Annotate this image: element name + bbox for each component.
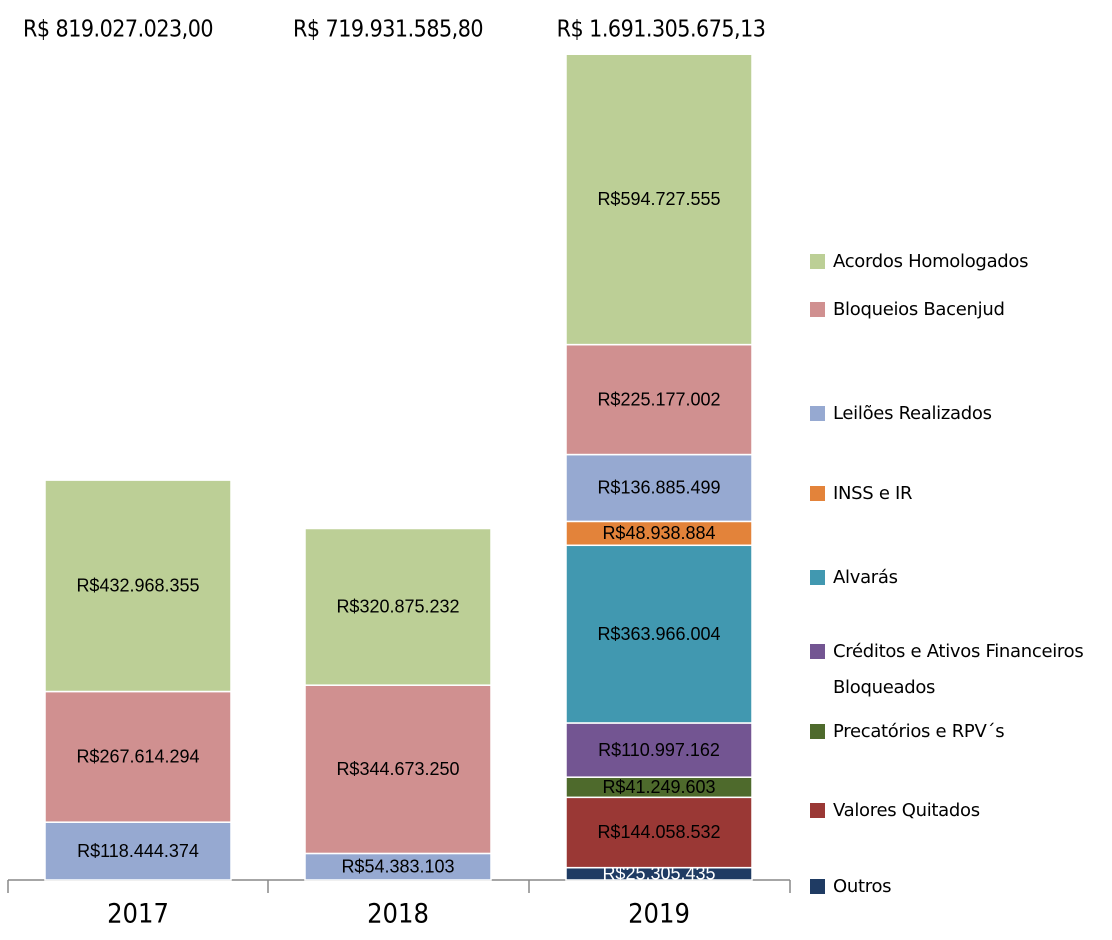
value-label: R$320.875.232 [336, 597, 459, 617]
legend-label: Créditos e Ativos Financeiros Bloqueados [833, 641, 1084, 698]
legend-swatch [810, 302, 825, 317]
value-label: R$344.673.250 [336, 759, 459, 779]
value-label: R$363.966.004 [597, 624, 720, 644]
value-label: R$110.997.162 [598, 740, 720, 760]
bar-segment [565, 796, 753, 869]
x-tick-label: 2018 [367, 899, 429, 930]
bar-segment [304, 527, 492, 686]
bar-segment [565, 544, 753, 724]
value-label: R$594.727.555 [597, 189, 720, 209]
total-label: R$ 1.691.305.675,13 [557, 17, 766, 43]
legend-label: Bloqueios Bacenjud [833, 299, 1005, 320]
legend-swatch [810, 724, 825, 739]
legend-entry: Acordos Homologados [810, 244, 1110, 280]
value-label: R$48.938.884 [602, 523, 715, 543]
legend-label: Alvarás [833, 567, 898, 588]
total-label: R$ 719.931.585,80 [293, 17, 483, 43]
bar-segment [44, 821, 232, 881]
legend-swatch [810, 879, 825, 894]
value-label: R$267.614.294 [76, 747, 199, 767]
value-label: R$432.968.355 [76, 576, 199, 596]
value-label: R$225.177.002 [597, 389, 720, 409]
value-label: R$118.444.374 [77, 841, 199, 861]
legend-swatch [810, 486, 825, 501]
legend-label: Acordos Homologados [833, 251, 1029, 272]
legend-label: Leilões Realizados [833, 403, 992, 424]
x-tick-label: 2017 [107, 899, 169, 930]
legend-label: Valores Quitados [833, 800, 980, 821]
value-label: R$25.305.435 [602, 864, 715, 884]
bar-segment [44, 690, 232, 823]
legend-swatch [810, 254, 825, 269]
legend-swatch [810, 406, 825, 421]
legend-entry: Alvarás [810, 560, 1110, 596]
legend-swatch [810, 803, 825, 818]
legend-entry: Créditos e Ativos Financeiros Bloqueados [810, 634, 1110, 706]
legend-entry: Outros [810, 869, 1110, 905]
value-label: R$54.383.103 [341, 856, 454, 876]
legend-entry: Precatórios e RPV´s [810, 714, 1110, 750]
legend-swatch [810, 644, 825, 659]
legend-swatch [810, 570, 825, 585]
total-label: R$ 819.027.023,00 [23, 17, 213, 43]
x-tick-label: 2019 [628, 899, 690, 930]
value-label: R$144.058.532 [597, 822, 720, 842]
legend-label: INSS e IR [833, 483, 913, 504]
value-label: R$136.885.499 [597, 478, 720, 498]
legend-entry: Bloqueios Bacenjud [810, 292, 1110, 328]
legend-entry: Leilões Realizados [810, 396, 1110, 432]
legend-entry: Valores Quitados [810, 793, 1110, 829]
legend-entry: INSS e IR [810, 476, 1110, 512]
legend-label: Outros [833, 876, 892, 897]
bar-segment [304, 852, 492, 881]
value-label: R$41.249.603 [602, 777, 715, 797]
bar-segment [565, 53, 753, 346]
bar-segment [565, 722, 753, 778]
bar-segment [44, 479, 232, 693]
legend-label: Precatórios e RPV´s [833, 721, 1005, 742]
bar-segment [565, 453, 753, 523]
